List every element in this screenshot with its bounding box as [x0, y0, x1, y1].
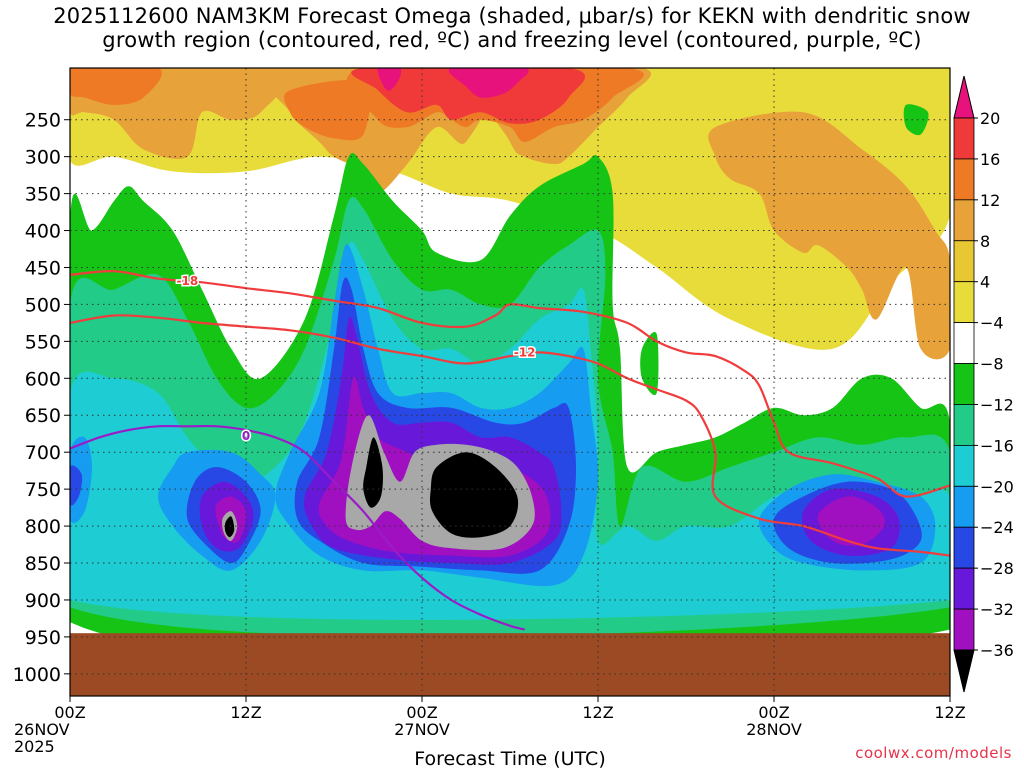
colorbar-swatch: [953, 158, 975, 201]
colorbar-swatch: [953, 485, 975, 528]
colorbar-legend: 20 16 12 8 4 −4 −8 −12 −16 −20 −24 −28 −32 −36: [953, 75, 1014, 693]
y-tick-label: 850: [25, 553, 61, 575]
x-axis-label: Forecast Time (UTC): [414, 748, 605, 768]
x-tick-label: 12Z: [934, 703, 965, 722]
temperature-contours: -18 -12 0: [70, 270, 950, 631]
contour-label: -12: [514, 345, 536, 359]
x-tick-label: 12Z: [230, 703, 261, 722]
y-tick-label: 550: [25, 331, 61, 353]
surface-ground: [70, 633, 950, 696]
y-tick-label: 900: [25, 590, 61, 612]
freezing-contour-2: [70, 424, 525, 631]
omega-band-neg4-2: [640, 331, 659, 396]
omega-band-neg28-2: [817, 496, 885, 546]
contour-label: 0: [242, 429, 250, 443]
x-tick-label: 00Z: [54, 703, 85, 722]
colorbar-swatch: [953, 526, 975, 569]
colorbar-label: −12: [980, 395, 1014, 414]
y-tick-label: 500: [25, 294, 61, 316]
colorbar-label: 20: [980, 109, 1000, 128]
y-tick-label: 250: [25, 110, 61, 132]
y-tick-label: 450: [25, 257, 61, 279]
omega-band-20-0: [377, 68, 402, 91]
y-tick-label: 400: [25, 221, 61, 243]
dendritic-contour-0: [70, 270, 950, 498]
colorbar-label: 12: [980, 191, 1000, 210]
dendritic-contour-1: [70, 314, 950, 557]
colorbar-label: 4: [980, 273, 990, 292]
colorbar-label: −20: [980, 477, 1014, 496]
colorbar-label: −24: [980, 518, 1014, 537]
colorbar-bottom-arrow: [953, 649, 975, 693]
colorbar-swatch: [953, 404, 975, 446]
colorbar-label: −36: [980, 641, 1014, 660]
omega-band-8-3: [708, 111, 950, 360]
colorbar-label: −4: [980, 314, 1004, 333]
chart-title: 2025112600 NAM3KM Forecast Omega (shaded…: [0, 4, 1024, 52]
x-tick-label: 26NOV: [14, 720, 70, 739]
omega-band-neg36-1: [363, 437, 383, 508]
colorbar-label: 16: [980, 150, 1000, 169]
y-axis: 250 300 350 400 450 500 550 600 650 700 750 800 850 9…: [13, 110, 70, 686]
contour-label: -18: [176, 274, 198, 288]
x-tick-label: 28NOV: [746, 720, 802, 739]
x-tick-label: 00Z: [758, 703, 789, 722]
colorbar-swatch: [953, 199, 975, 242]
colorbar-swatch: [953, 567, 975, 610]
title-line-1: 2025112600 NAM3KM Forecast Omega (shaded…: [53, 4, 971, 28]
omega-band-20-1: [448, 68, 529, 98]
x-tick-label: 12Z: [582, 703, 613, 722]
colorbar-swatch: [953, 444, 975, 487]
plot-frame: [69, 67, 951, 697]
colorbar-label: −16: [980, 436, 1014, 455]
colorbar-swatch: [953, 117, 975, 160]
x-tick-label: 00Z: [406, 703, 437, 722]
omega-shading: [70, 68, 950, 665]
omega-band-neg36-2: [429, 452, 519, 538]
grid-lines: [70, 68, 950, 696]
y-tick-label: 1000: [13, 664, 61, 686]
colorbar-label: −8: [980, 355, 1004, 374]
omega-band-neg4-1: [903, 104, 929, 136]
colorbar-label: −28: [980, 559, 1014, 578]
colorbar-swatch: [953, 322, 975, 364]
omega-band-16-0: [351, 68, 585, 124]
site-credit[interactable]: coolwx.com/models: [855, 744, 1012, 762]
y-tick-label: 600: [25, 368, 61, 390]
colorbar-swatch: [953, 281, 975, 324]
colorbar-label: −32: [980, 600, 1014, 619]
x-tick-label: 27NOV: [394, 720, 450, 739]
colorbar-swatch: [953, 363, 975, 405]
colorbar-top-arrow: [953, 75, 975, 119]
omega-band-12-0: [70, 68, 162, 105]
omega-band-neg36-0: [224, 516, 235, 538]
y-tick-label: 650: [25, 405, 61, 427]
y-tick-label: 800: [25, 516, 61, 538]
y-tick-label: 350: [25, 184, 61, 206]
colorbar-swatch: [953, 608, 975, 651]
colorbar-label: 8: [980, 232, 990, 251]
y-tick-label: 950: [25, 627, 61, 649]
omega-band-12-1: [284, 80, 371, 141]
y-tick-label: 750: [25, 479, 61, 501]
title-line-2: growth region (contoured, red, ºC) and f…: [102, 28, 922, 52]
y-tick-label: 300: [25, 147, 61, 169]
omega-band-neg20-3: [70, 465, 83, 506]
x-tick-label: 2025: [14, 737, 55, 756]
colorbar-swatch: [953, 240, 975, 283]
y-tick-label: 700: [25, 442, 61, 464]
